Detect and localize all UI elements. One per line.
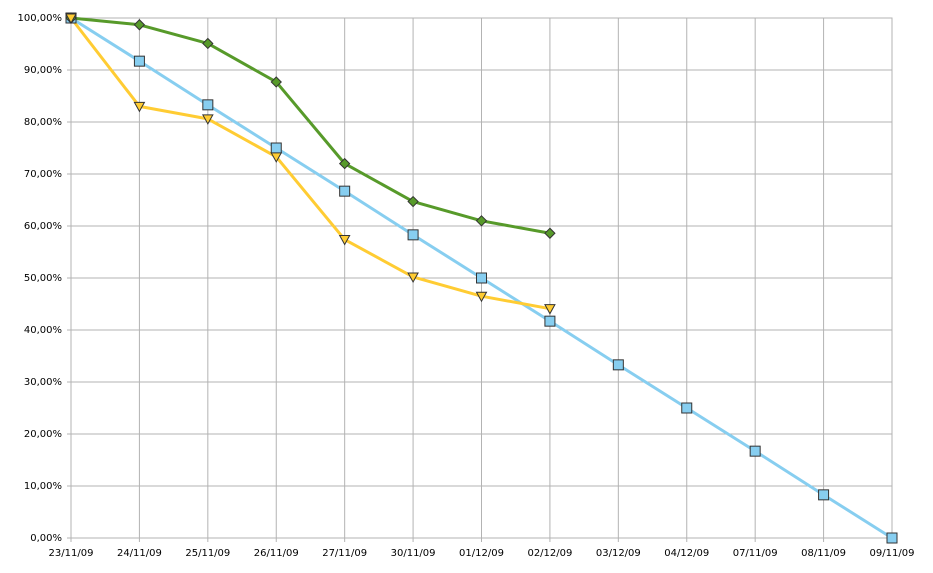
- marker: [544, 315, 556, 327]
- marker: [475, 215, 488, 227]
- marker: [818, 489, 830, 501]
- marker: [407, 195, 419, 208]
- y-tick-label: 90,00%: [24, 65, 62, 76]
- y-tick-label: 10,00%: [24, 481, 62, 492]
- marker: [339, 185, 351, 197]
- marker: [202, 99, 214, 111]
- y-tick-label: 30,00%: [24, 377, 62, 388]
- y-tick-label: 50,00%: [24, 273, 62, 284]
- marker: [544, 227, 556, 239]
- y-tick-label: 40,00%: [24, 325, 62, 336]
- x-tick-label: 30/11/09: [391, 548, 436, 559]
- marker: [407, 229, 419, 241]
- y-tick-label: 100,00%: [18, 13, 63, 24]
- marker: [476, 272, 487, 284]
- x-tick-label: 03/12/09: [596, 548, 641, 559]
- marker: [612, 359, 624, 371]
- y-tick-label: 20,00%: [24, 429, 62, 440]
- y-tick-label: 0,00%: [30, 533, 62, 544]
- marker: [544, 304, 556, 315]
- x-tick-label: 26/11/09: [254, 548, 299, 559]
- marker: [475, 291, 488, 303]
- x-tick-label: 27/11/09: [322, 548, 367, 559]
- marker: [270, 152, 283, 163]
- marker: [133, 55, 145, 67]
- marker: [65, 13, 77, 25]
- x-tick-label: 02/12/09: [527, 548, 572, 559]
- marker: [886, 532, 898, 544]
- x-tick-label: 04/12/09: [664, 548, 709, 559]
- y-tick-label: 80,00%: [24, 117, 62, 128]
- marker: [270, 76, 282, 88]
- marker: [749, 445, 761, 457]
- marker: [133, 101, 146, 113]
- marker: [133, 19, 146, 31]
- marker: [201, 114, 214, 125]
- marker: [338, 157, 351, 170]
- y-tick-label: 60,00%: [24, 221, 62, 232]
- marker: [681, 402, 693, 414]
- marker: [270, 142, 282, 154]
- series-line: [70, 16, 551, 235]
- x-tick-label: 23/11/09: [49, 548, 94, 559]
- x-tick-label: 08/11/09: [801, 548, 846, 559]
- y-tick-label: 70,00%: [24, 169, 62, 180]
- x-tick-label: 07/11/09: [733, 548, 778, 559]
- marker: [338, 235, 351, 246]
- series-line: [69, 17, 551, 311]
- plot-frame: [70, 17, 893, 539]
- x-tick-label: 25/11/09: [185, 548, 230, 559]
- marker: [202, 37, 214, 50]
- x-tick-label: 09/11/09: [870, 548, 915, 559]
- x-tick-label: 01/12/09: [459, 548, 504, 559]
- x-tick-label: 24/11/09: [117, 548, 162, 559]
- marker: [407, 272, 419, 283]
